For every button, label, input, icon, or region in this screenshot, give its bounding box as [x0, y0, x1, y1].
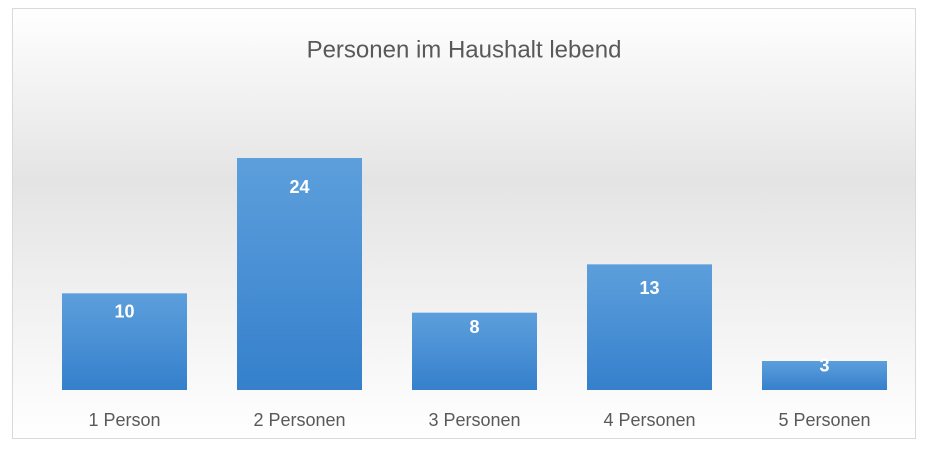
data-label: 3	[819, 356, 829, 376]
bar	[412, 312, 537, 390]
x-tick-label: 1 Person	[88, 410, 160, 430]
bar	[762, 361, 887, 390]
data-label: 24	[289, 177, 309, 197]
x-tick-label: 3 Personen	[428, 410, 520, 430]
bar	[62, 293, 187, 390]
data-label: 8	[469, 317, 479, 337]
bar	[587, 264, 712, 390]
x-tick-label: 2 Personen	[253, 410, 345, 430]
x-tick-label: 5 Personen	[778, 410, 870, 430]
data-label: 13	[639, 278, 659, 298]
chart-title: Personen im Haushalt lebend	[307, 36, 622, 63]
data-label: 10	[114, 301, 134, 321]
x-tick-label: 4 Personen	[603, 410, 695, 430]
bar	[237, 158, 362, 390]
